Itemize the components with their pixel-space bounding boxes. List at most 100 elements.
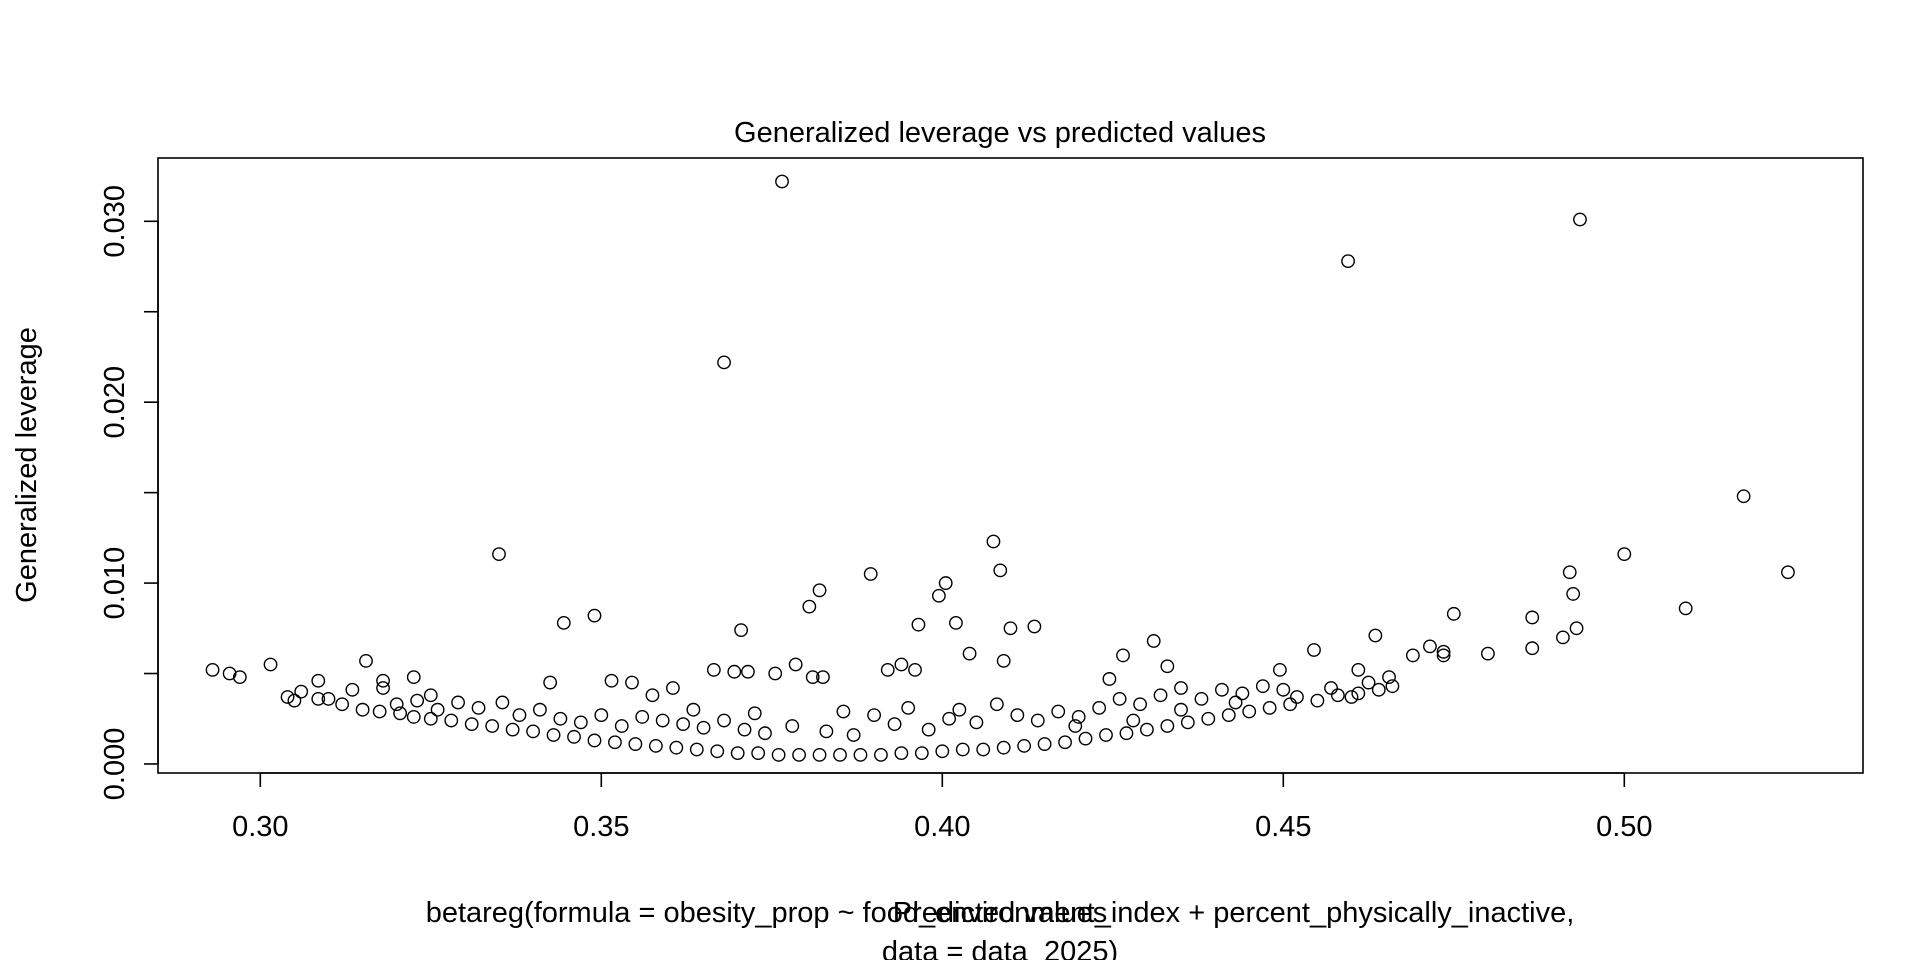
data-point bbox=[451, 695, 465, 710]
data-point bbox=[962, 646, 977, 661]
data-point bbox=[1037, 737, 1052, 751]
x-tick-label: 0.35 bbox=[573, 811, 629, 843]
data-point bbox=[706, 662, 721, 677]
data-point bbox=[1436, 648, 1451, 663]
data-point bbox=[1272, 662, 1287, 677]
data-point bbox=[952, 702, 967, 717]
data-point bbox=[543, 675, 558, 690]
data-point bbox=[1140, 722, 1154, 737]
data-point bbox=[1307, 643, 1321, 657]
data-point bbox=[1126, 713, 1141, 728]
data-point bbox=[727, 664, 742, 679]
data-point bbox=[1617, 547, 1632, 562]
data-point bbox=[263, 657, 278, 672]
data-point bbox=[949, 615, 963, 630]
data-point bbox=[471, 700, 486, 715]
data-point bbox=[1221, 708, 1236, 723]
data-point bbox=[625, 675, 639, 690]
data-point bbox=[758, 726, 772, 741]
data-point bbox=[1160, 719, 1175, 733]
data-point bbox=[608, 735, 622, 750]
y-axis: 0.000 0.010 0.020 0.030 bbox=[99, 185, 159, 800]
data-point bbox=[792, 748, 806, 762]
data-point bbox=[1112, 691, 1127, 706]
data-point bbox=[1341, 254, 1355, 269]
data-point bbox=[645, 688, 660, 703]
data-point bbox=[1174, 702, 1188, 717]
data-point bbox=[1146, 634, 1161, 648]
data-point bbox=[406, 670, 421, 685]
data-point bbox=[553, 711, 568, 726]
data-point bbox=[587, 733, 602, 748]
data-point bbox=[996, 740, 1011, 755]
data-point bbox=[730, 746, 745, 761]
data-point bbox=[311, 691, 326, 706]
data-point bbox=[512, 708, 527, 723]
data-point bbox=[734, 623, 749, 638]
data-point bbox=[335, 697, 350, 712]
data-point bbox=[863, 567, 878, 581]
data-point bbox=[1678, 601, 1693, 616]
data-point bbox=[1071, 710, 1086, 724]
data-point bbox=[393, 706, 408, 721]
data-point bbox=[1003, 621, 1018, 636]
data-point bbox=[686, 702, 701, 717]
data-point bbox=[614, 719, 629, 733]
data-point bbox=[993, 563, 1008, 578]
data-point bbox=[816, 670, 830, 685]
data-point bbox=[836, 704, 851, 719]
data-point bbox=[751, 746, 766, 761]
data-point bbox=[986, 534, 1001, 549]
data-point bbox=[1262, 700, 1277, 715]
data-point bbox=[785, 719, 800, 733]
data-point bbox=[1290, 690, 1304, 704]
data-point bbox=[1310, 693, 1325, 708]
data-point bbox=[1017, 738, 1032, 753]
data-point bbox=[573, 715, 588, 730]
data-point bbox=[911, 617, 926, 632]
data-point bbox=[604, 673, 619, 688]
data-point bbox=[867, 708, 881, 723]
data-point bbox=[205, 662, 220, 677]
data-point bbox=[1405, 648, 1420, 663]
data-point bbox=[1078, 731, 1093, 746]
data-point bbox=[1382, 670, 1396, 685]
x-tick-label: 0.30 bbox=[232, 811, 288, 843]
data-point bbox=[955, 742, 970, 757]
data-point bbox=[1058, 735, 1072, 750]
data-point bbox=[423, 688, 438, 703]
data-point bbox=[1423, 639, 1437, 654]
data-point bbox=[1283, 697, 1298, 712]
data-point bbox=[676, 717, 691, 732]
model-formula-line-1: betareg(formula = obesity_prop ~ food_en… bbox=[426, 897, 1575, 929]
x-axis: 0.30 0.35 0.40 0.45 0.50 bbox=[232, 772, 1653, 843]
data-point bbox=[1099, 728, 1113, 742]
data-point bbox=[819, 724, 834, 739]
data-point bbox=[1330, 688, 1345, 703]
data-point bbox=[406, 710, 421, 724]
data-point bbox=[1351, 686, 1366, 701]
data-point bbox=[495, 695, 510, 710]
data-point bbox=[1569, 621, 1584, 636]
data-point bbox=[376, 681, 390, 695]
data-point bbox=[321, 691, 336, 706]
data-point bbox=[1242, 704, 1257, 719]
data-point bbox=[812, 583, 827, 598]
data-point bbox=[1092, 700, 1107, 715]
data-point bbox=[1525, 641, 1540, 656]
data-point bbox=[648, 738, 663, 753]
data-point bbox=[1385, 679, 1400, 694]
data-point bbox=[628, 737, 643, 751]
data-point bbox=[594, 708, 609, 723]
data-point bbox=[969, 715, 984, 730]
x-axis-label: Predicted values bbox=[893, 897, 1107, 929]
data-point bbox=[567, 729, 581, 744]
data-point bbox=[1235, 686, 1250, 701]
data-point bbox=[280, 690, 295, 704]
model-formula-line-2: data = data_2025) bbox=[882, 936, 1118, 960]
data-point bbox=[464, 717, 479, 732]
data-point bbox=[942, 711, 957, 726]
data-point bbox=[894, 657, 909, 672]
data-point bbox=[689, 742, 704, 757]
